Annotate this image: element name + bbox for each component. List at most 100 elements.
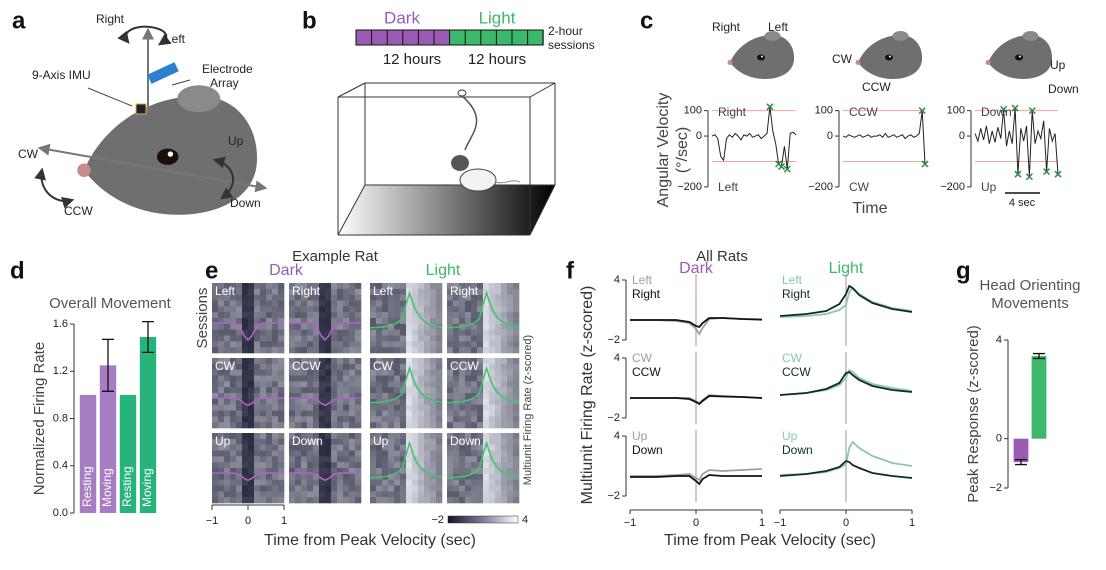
heatmap-cell bbox=[447, 283, 454, 290]
line bbox=[630, 317, 763, 329]
heatmap-cell bbox=[295, 288, 302, 295]
heatmap-cell bbox=[319, 341, 326, 348]
heatmap-cell bbox=[248, 341, 255, 348]
heatmap-cell bbox=[236, 387, 243, 394]
heatmap-cell bbox=[447, 318, 454, 325]
heatmap-cell bbox=[394, 375, 401, 382]
heatmap-cell bbox=[254, 363, 261, 370]
heatmap-cell bbox=[483, 306, 490, 313]
heatmap-cell bbox=[212, 347, 219, 354]
heatmap-cell bbox=[465, 358, 472, 365]
heatmap-cell bbox=[459, 456, 466, 463]
heatmap-cell bbox=[248, 323, 255, 330]
x-tick-label: 0 bbox=[693, 517, 699, 529]
heatmap-cell bbox=[230, 306, 237, 313]
heatmap-cell bbox=[355, 375, 362, 382]
heatmap-cell bbox=[242, 479, 249, 486]
heatmap-cell bbox=[489, 422, 496, 429]
heatmap-cell bbox=[224, 473, 231, 480]
heatmap-cell bbox=[501, 422, 508, 429]
heatmap-cell bbox=[495, 438, 502, 445]
heatmap-cell bbox=[218, 300, 225, 307]
heatmap-cell bbox=[412, 387, 419, 394]
heatmap-cell bbox=[507, 306, 514, 313]
heatmap-cell bbox=[236, 318, 243, 325]
panel-letter: c bbox=[640, 7, 653, 34]
label: CCW bbox=[849, 105, 878, 119]
heatmap-cell bbox=[319, 294, 326, 301]
heatmap-cell bbox=[212, 468, 219, 475]
heatmap-cell bbox=[430, 358, 437, 365]
heatmap-cell bbox=[278, 462, 285, 469]
heatmap-cell bbox=[388, 341, 395, 348]
heatmap-trace bbox=[289, 397, 361, 407]
heatmap-cell bbox=[513, 369, 520, 376]
heatmap-cell bbox=[501, 341, 508, 348]
label: −2 bbox=[431, 514, 444, 526]
heatmap-cell bbox=[355, 438, 362, 445]
heatmap-cell bbox=[495, 387, 502, 394]
heatmap-cell bbox=[400, 393, 407, 400]
heatmap-cell bbox=[266, 288, 273, 295]
heatmap-cell bbox=[376, 312, 383, 319]
heatmap-cell bbox=[343, 323, 350, 330]
heatmap-cell bbox=[236, 381, 243, 388]
heatmap-cell bbox=[388, 323, 395, 330]
heatmap-cell bbox=[453, 300, 460, 307]
heatmap-cell bbox=[224, 323, 231, 330]
heatmap-cell bbox=[224, 410, 231, 417]
heatmap-cell bbox=[224, 347, 231, 354]
heatmap-cell bbox=[325, 468, 332, 475]
heatmap-cell bbox=[260, 433, 267, 440]
heatmap-cell bbox=[477, 358, 484, 365]
heatmap-cell bbox=[489, 375, 496, 382]
heatmap-cell bbox=[513, 335, 520, 342]
heatmap-cell bbox=[394, 283, 401, 290]
heatmap-cell bbox=[266, 318, 273, 325]
heatmap-cell bbox=[507, 312, 514, 319]
heatmap-cell bbox=[212, 497, 219, 504]
heatmap-cell bbox=[436, 444, 443, 451]
heatmap-cell bbox=[272, 444, 279, 451]
eye-glint bbox=[1019, 55, 1021, 58]
heatmap-cell bbox=[394, 369, 401, 376]
heatmap-cell bbox=[230, 358, 237, 365]
heatmap-cell bbox=[382, 444, 389, 451]
y-tick-label: 0.0 bbox=[53, 507, 68, 519]
heatmap-cell bbox=[230, 312, 237, 319]
heatmap-cell bbox=[388, 491, 395, 498]
heatmap-cell bbox=[325, 347, 332, 354]
bar bbox=[99, 365, 117, 513]
heatmap-cell bbox=[477, 381, 484, 388]
heatmap-cell bbox=[218, 323, 225, 330]
heatmap-cell bbox=[489, 312, 496, 319]
heatmap-cell bbox=[370, 294, 377, 301]
heatmap-cell bbox=[289, 416, 296, 423]
heatmap-cell bbox=[483, 450, 490, 457]
heatmap-cell bbox=[376, 341, 383, 348]
heatmap-cell bbox=[242, 438, 249, 445]
line bbox=[974, 108, 1059, 177]
heatmap-cell bbox=[242, 329, 249, 336]
heatmap-cell bbox=[388, 300, 395, 307]
heatmap-cell bbox=[513, 416, 520, 423]
heatmap-cell bbox=[483, 323, 490, 330]
heatmap-cell bbox=[260, 375, 267, 382]
heatmap-cell bbox=[212, 363, 219, 370]
heatmap-cell bbox=[230, 393, 237, 400]
heatmap-cell bbox=[242, 335, 249, 342]
y-tick-label: −2 bbox=[607, 412, 620, 424]
heatmap-cell bbox=[406, 375, 413, 382]
period-outline bbox=[355, 29, 544, 46]
heatmap-cell bbox=[319, 410, 326, 417]
heatmap-cell bbox=[301, 422, 308, 429]
heatmap-cell bbox=[459, 347, 466, 354]
heatmap-cell bbox=[224, 438, 231, 445]
heatmap-cell bbox=[212, 312, 219, 319]
heatmap-cell bbox=[307, 347, 314, 354]
heatmap-cell bbox=[388, 393, 395, 400]
heatmap-cell bbox=[501, 485, 508, 492]
heatmap-cell bbox=[406, 410, 413, 417]
legend-label: Right bbox=[632, 287, 661, 301]
heatmap-cell bbox=[477, 456, 484, 463]
